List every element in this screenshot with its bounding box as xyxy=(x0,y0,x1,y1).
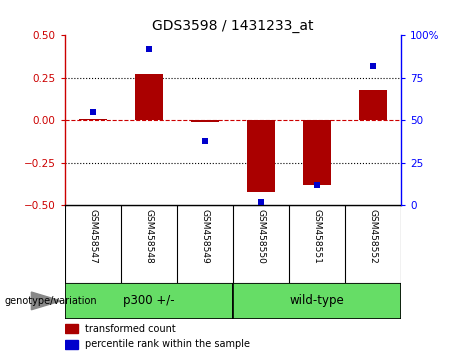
Text: GSM458549: GSM458549 xyxy=(200,209,209,264)
Bar xyxy=(247,120,275,192)
Text: percentile rank within the sample: percentile rank within the sample xyxy=(85,339,250,349)
Text: GSM458548: GSM458548 xyxy=(144,209,153,264)
Bar xyxy=(65,324,78,333)
Text: GSM458552: GSM458552 xyxy=(368,209,378,264)
Bar xyxy=(233,283,401,319)
Text: GSM458547: GSM458547 xyxy=(88,209,97,264)
Bar xyxy=(65,340,78,349)
Bar xyxy=(191,120,219,122)
Text: p300 +/-: p300 +/- xyxy=(123,295,174,307)
Polygon shape xyxy=(31,292,61,310)
Text: wild-type: wild-type xyxy=(290,295,344,307)
Bar xyxy=(303,120,331,185)
Bar xyxy=(78,119,106,120)
Text: GSM458551: GSM458551 xyxy=(313,209,321,264)
Bar xyxy=(359,90,387,120)
Text: GSM458550: GSM458550 xyxy=(256,209,266,264)
Text: genotype/variation: genotype/variation xyxy=(5,296,97,306)
Bar xyxy=(135,74,163,120)
Text: transformed count: transformed count xyxy=(85,324,176,333)
Bar xyxy=(65,283,233,319)
Title: GDS3598 / 1431233_at: GDS3598 / 1431233_at xyxy=(152,19,313,33)
